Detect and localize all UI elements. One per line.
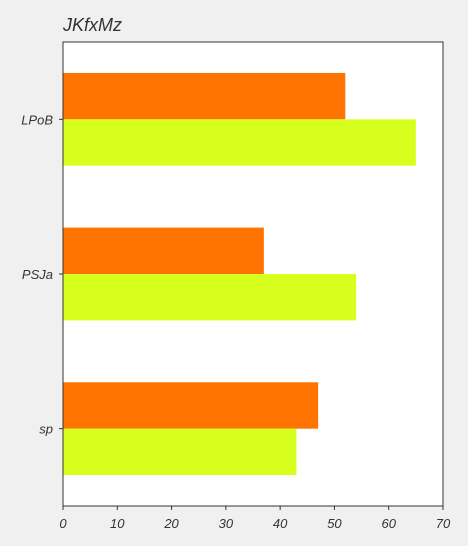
x-tick-label: 70 — [436, 516, 451, 531]
x-tick-label: 30 — [219, 516, 234, 531]
x-tick-label: 40 — [273, 516, 288, 531]
bar-psja-series-2 — [63, 274, 357, 321]
x-tick-label: 50 — [327, 516, 342, 531]
x-tick-label: 10 — [110, 516, 125, 531]
bar-lpob-series-2 — [63, 119, 416, 166]
y-tick-label: PSJa — [22, 267, 53, 282]
x-axis-ticks: 0 10 20 30 40 50 60 70 — [59, 506, 451, 531]
bar-lpob-series-1 — [63, 72, 346, 120]
bars-group — [63, 72, 416, 476]
x-tick-label: 20 — [163, 516, 179, 531]
y-tick-label: sp — [39, 422, 53, 437]
bar-psja-series-1 — [63, 227, 264, 274]
bar-sp-series-2 — [63, 428, 297, 476]
x-tick-label: 0 — [59, 516, 67, 531]
x-tick-label: 60 — [381, 516, 396, 531]
chart-title: JKfxMz — [62, 15, 122, 35]
y-tick-label: LPoB — [21, 112, 53, 127]
y-axis-ticks: LPoB PSJa sp — [21, 112, 63, 437]
bar-sp-series-1 — [63, 382, 319, 429]
